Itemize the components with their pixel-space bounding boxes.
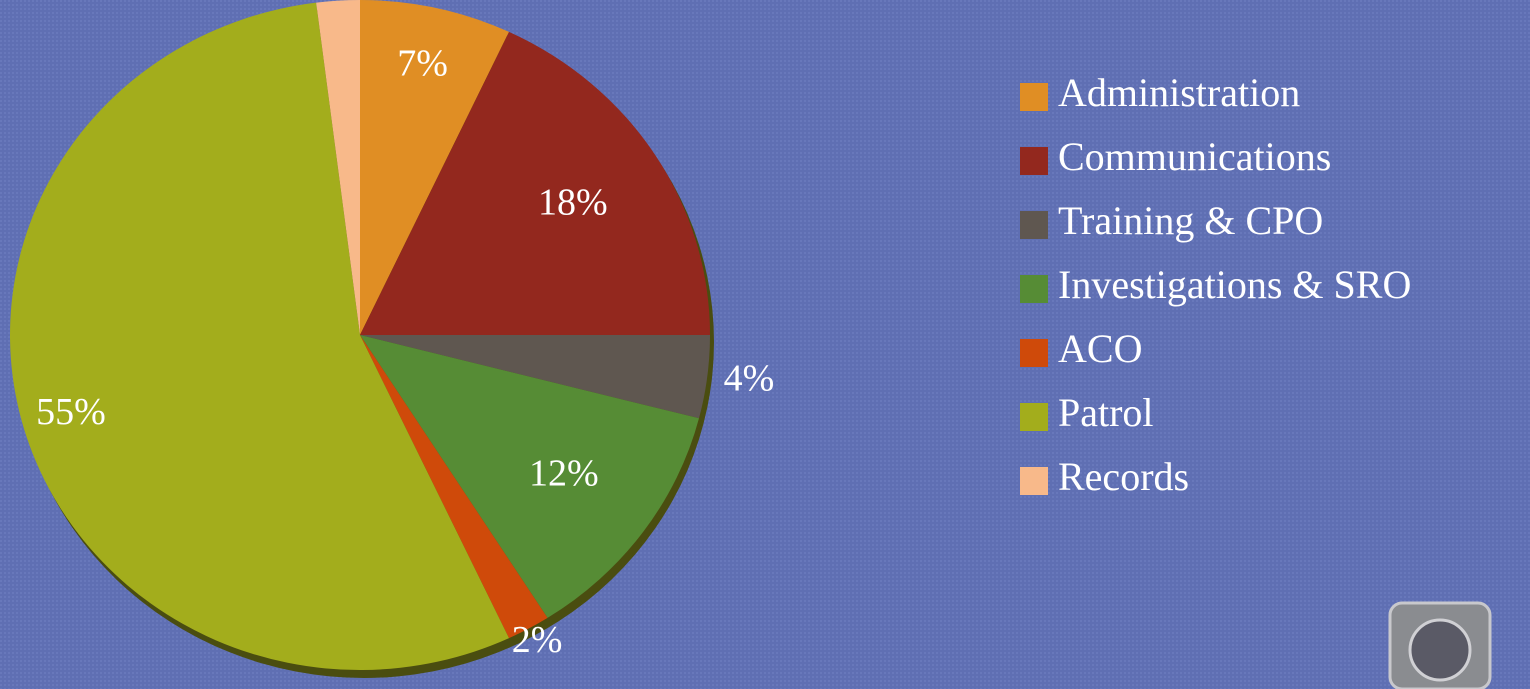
value-label: 55% xyxy=(36,391,106,433)
legend-swatch xyxy=(1020,403,1048,431)
legend-swatch xyxy=(1020,147,1048,175)
legend-label: Patrol xyxy=(1058,390,1154,435)
pie-slice xyxy=(316,0,360,335)
legend-label: Training & CPO xyxy=(1058,198,1323,243)
pie-slice xyxy=(360,0,510,335)
legend-swatch xyxy=(1020,275,1048,303)
pie xyxy=(9,0,710,670)
legend-label: ACO xyxy=(1058,326,1142,371)
legend-label: Administration xyxy=(1058,70,1300,115)
value-label: 18% xyxy=(538,181,608,223)
pie-slice xyxy=(360,31,710,336)
logo xyxy=(1388,601,1492,689)
pie-slice xyxy=(9,2,510,670)
legend-swatch xyxy=(1020,339,1048,367)
pie-slice xyxy=(360,335,548,639)
value-labels: 7% 18% 4% 12% 2% 55% xyxy=(36,43,774,661)
legend-swatch xyxy=(1020,467,1048,495)
legend-label: Records xyxy=(1058,454,1189,499)
legend-label: Investigations & SRO xyxy=(1058,262,1411,307)
legend-label: Communications xyxy=(1058,134,1331,179)
value-label: 7% xyxy=(397,43,448,85)
legend: Administration Communications Training & C… xyxy=(1020,70,1411,499)
value-label: 12% xyxy=(529,452,599,494)
pie-slice xyxy=(360,335,710,419)
value-label: 4% xyxy=(724,358,775,400)
legend-swatch xyxy=(1020,211,1048,239)
value-label: 2% xyxy=(512,619,563,661)
pie-slice xyxy=(360,335,700,618)
legend-swatch xyxy=(1020,83,1048,111)
